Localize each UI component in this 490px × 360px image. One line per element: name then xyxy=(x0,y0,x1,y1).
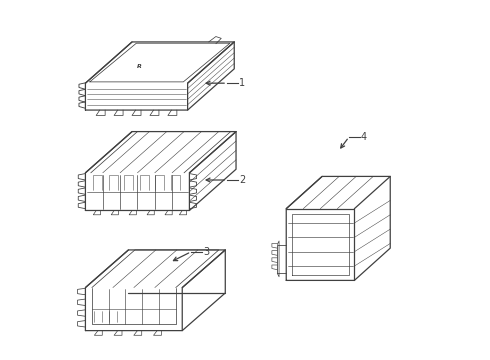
Text: 4: 4 xyxy=(361,132,367,142)
Text: 3: 3 xyxy=(203,247,209,257)
Text: R: R xyxy=(137,64,142,69)
Text: 2: 2 xyxy=(239,175,245,185)
Text: 1: 1 xyxy=(239,78,245,88)
